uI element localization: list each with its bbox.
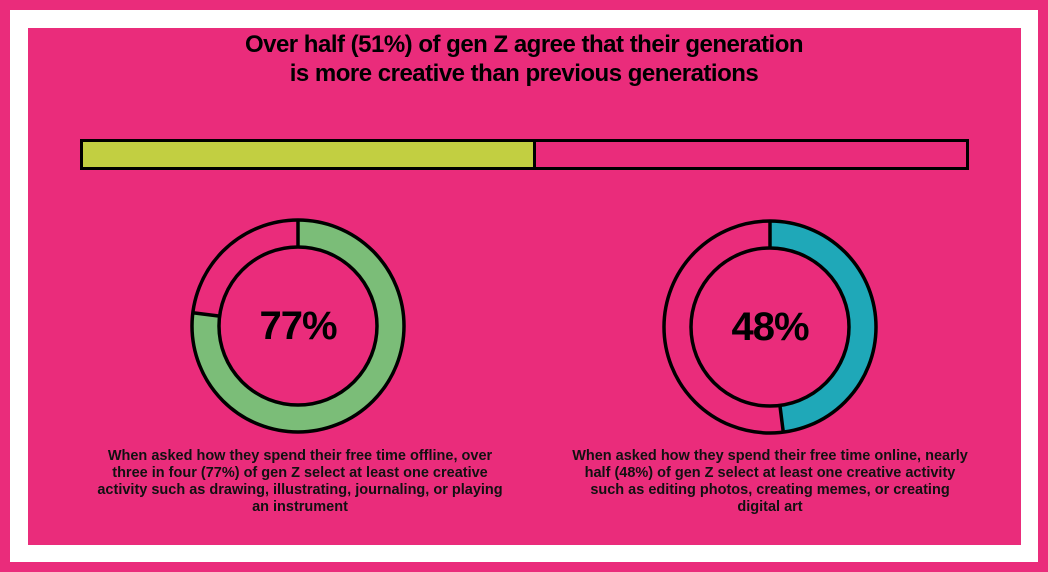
title-line-2: is more creative than previous generatio… <box>289 60 759 87</box>
donut-online-ring <box>662 219 878 435</box>
agreement-bar <box>80 139 969 170</box>
title-line-1: Over half (51%) of gen Z agree that thei… <box>244 31 804 58</box>
caption-online: When asked how they spend their free tim… <box>572 448 968 515</box>
caption-offline: When asked how they spend their free tim… <box>97 448 503 515</box>
donut-segment <box>770 221 876 433</box>
donut-online: 48% <box>658 215 882 439</box>
donut-offline-value: 77% <box>259 303 337 348</box>
donut-offline: 77% <box>186 214 410 438</box>
donut-offline-ring <box>190 218 406 434</box>
bar-fill-agree <box>83 142 537 167</box>
bar-remainder <box>536 142 966 167</box>
chart-title: Over half (51%) of gen Z agree that thei… <box>0 30 1048 88</box>
donut-online-value: 48% <box>731 304 809 349</box>
